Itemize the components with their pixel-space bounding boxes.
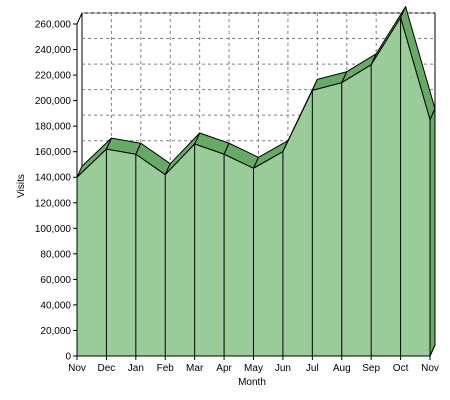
y-tick-labels: 0 20,000 40,000 60,000 80,000 100,000 120,000 1… (35, 20, 72, 363)
y-tick-label: 20,000 (40, 326, 71, 337)
x-axis-title: Month (238, 377, 266, 388)
x-tick-label: Jul (306, 363, 319, 374)
y-tick-label: 140,000 (35, 173, 72, 184)
x-tick-labels: Nov Dec Jan Feb Mar Apr May Jun Jul Aug Sep Oct Nov (68, 363, 439, 374)
x-tick-label: Dec (98, 363, 116, 374)
x-tick-label: Nov (68, 363, 86, 374)
y-tick-label: 120,000 (35, 198, 72, 209)
y-tick-label: 40,000 (40, 300, 71, 311)
x-tick-label: Jun (275, 363, 291, 374)
x-tick-label: May (244, 363, 263, 374)
x-tick-label: Mar (186, 363, 204, 374)
y-tick-label: 160,000 (35, 147, 72, 158)
y-axis-depth-line (77, 13, 82, 24)
area-side-face (430, 109, 435, 356)
y-axis-title: Visits (16, 174, 27, 198)
x-tick-label: Apr (216, 363, 232, 374)
x-tick-label: Feb (157, 363, 175, 374)
y-tick-label: 240,000 (35, 45, 72, 56)
y-tick-label: 180,000 (35, 122, 72, 133)
x-tick-label: Oct (393, 363, 409, 374)
y-tick-label: 0 (65, 352, 71, 363)
x-tick-label: Nov (421, 363, 439, 374)
y-tick-label: 60,000 (40, 275, 71, 286)
y-tick-label: 80,000 (40, 249, 71, 260)
y-tick-label: 260,000 (35, 20, 72, 31)
x-tick-label: Aug (333, 363, 351, 374)
x-tick-label: Jan (128, 363, 144, 374)
y-tick-label: 220,000 (35, 71, 72, 82)
y-tick-label: 100,000 (35, 224, 72, 235)
y-tick-label: 200,000 (35, 96, 72, 107)
x-tick-label: Sep (362, 363, 380, 374)
